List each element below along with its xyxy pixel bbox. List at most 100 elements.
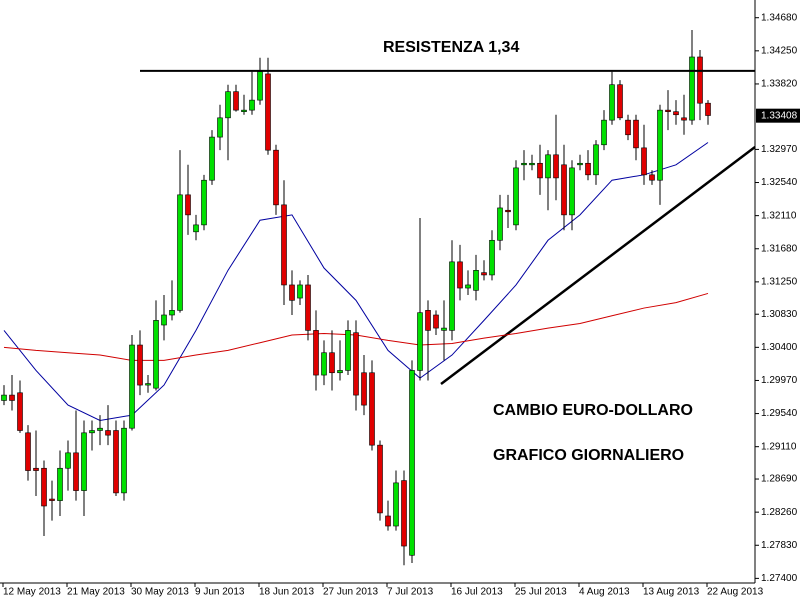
candle-body — [105, 430, 111, 436]
candle-body — [1, 394, 7, 401]
candle-body — [513, 167, 519, 226]
candle-body — [337, 370, 343, 374]
candle-body — [665, 109, 671, 112]
candle-body — [89, 430, 95, 434]
candle-body — [129, 344, 135, 429]
candle-body — [81, 432, 87, 491]
candle-body — [449, 261, 455, 331]
candle-body — [33, 467, 39, 471]
candle-body — [353, 332, 359, 396]
x-tick-label: 12 May 2013 — [3, 587, 61, 598]
x-tick-label: 4 Aug 2013 — [579, 587, 630, 598]
moving-average — [3, 142, 709, 422]
candle-body — [25, 432, 31, 471]
candle-body — [545, 154, 551, 179]
candle-body — [329, 352, 335, 374]
candle-body — [457, 261, 463, 289]
y-tick-label: 1.27830 — [761, 540, 798, 551]
x-tick-label: 27 Jun 2013 — [323, 587, 378, 598]
candle-body — [97, 427, 103, 431]
candle-body — [281, 204, 287, 286]
candle-body — [489, 239, 495, 276]
y-tick-label: 1.30400 — [761, 342, 798, 353]
candle-body — [249, 99, 255, 111]
candle-body — [57, 467, 63, 501]
candle-body — [649, 174, 655, 181]
candle-body — [393, 482, 399, 527]
candle-body — [585, 162, 591, 176]
candle-body — [289, 284, 295, 301]
y-tick-label: 1.31680 — [761, 243, 798, 254]
candle-body — [169, 310, 175, 316]
y-tick-label: 1.33820 — [761, 79, 798, 90]
candle-body — [241, 109, 247, 112]
y-tick-label: 1.32110 — [761, 210, 797, 221]
x-tick-label: 18 Jun 2013 — [259, 587, 314, 598]
x-tick-label: 13 Aug 2013 — [643, 587, 700, 598]
candle-body — [521, 162, 527, 166]
y-tick-label: 1.31250 — [761, 277, 798, 288]
candle-body — [569, 167, 575, 216]
candle-body — [697, 56, 703, 104]
candle-body — [9, 394, 15, 401]
candle-body — [193, 224, 199, 233]
y-tick-label: 1.28690 — [761, 474, 798, 485]
candle-body — [201, 179, 207, 226]
candle-body — [481, 272, 487, 276]
candle-body — [425, 310, 431, 331]
candle-body — [465, 284, 471, 289]
candle-body — [321, 352, 327, 376]
candle-body — [113, 430, 119, 494]
candle-body — [137, 344, 143, 386]
candle-body — [657, 109, 663, 181]
x-tick-label: 9 Jun 2013 — [195, 587, 245, 598]
candle-body — [433, 314, 439, 329]
y-tick-label: 1.28260 — [761, 507, 798, 518]
x-tick-label: 7 Jul 2013 — [387, 587, 434, 598]
candle-body — [377, 444, 383, 514]
candle-body — [577, 162, 583, 166]
candle-body — [689, 56, 695, 121]
candle-body — [705, 102, 711, 116]
candle-body — [385, 515, 391, 527]
y-tick-label: 1.32540 — [761, 177, 798, 188]
candle-body — [441, 327, 447, 331]
candle-body — [401, 480, 407, 547]
y-tick-label: 1.29970 — [761, 375, 798, 386]
candle-body — [593, 144, 599, 176]
candle-body — [17, 392, 23, 431]
annotation: RESISTENZA 1,34 — [383, 39, 519, 56]
candle-body — [153, 320, 159, 389]
candle-body — [145, 383, 151, 386]
candle-body — [529, 162, 535, 166]
candle-body — [417, 312, 423, 371]
candle-body — [161, 314, 167, 326]
candle-body — [217, 117, 223, 138]
candle-body — [497, 207, 503, 241]
candle-body — [505, 209, 511, 213]
candle-body — [313, 330, 319, 376]
candle-body — [409, 370, 415, 556]
current-price-label: 1.33408 — [761, 110, 798, 121]
candle-body — [209, 136, 215, 181]
candle-body — [65, 452, 71, 469]
candle-body — [625, 119, 631, 136]
current-price-box — [756, 108, 800, 123]
candle-body — [617, 84, 623, 119]
candle-body — [233, 91, 239, 111]
candle-body — [601, 119, 607, 146]
candle-body — [257, 71, 263, 101]
candle-body — [177, 194, 183, 311]
y-tick-label: 1.29110 — [761, 441, 797, 452]
x-tick-label: 16 Jul 2013 — [451, 587, 503, 598]
candle-body — [185, 194, 191, 216]
candle-body — [473, 270, 479, 291]
candle-body — [361, 372, 367, 406]
candle-body — [305, 284, 311, 331]
candle-body — [537, 162, 543, 179]
x-tick-label: 21 May 2013 — [67, 587, 125, 598]
candle-body — [73, 452, 79, 491]
candle-body — [681, 117, 687, 121]
